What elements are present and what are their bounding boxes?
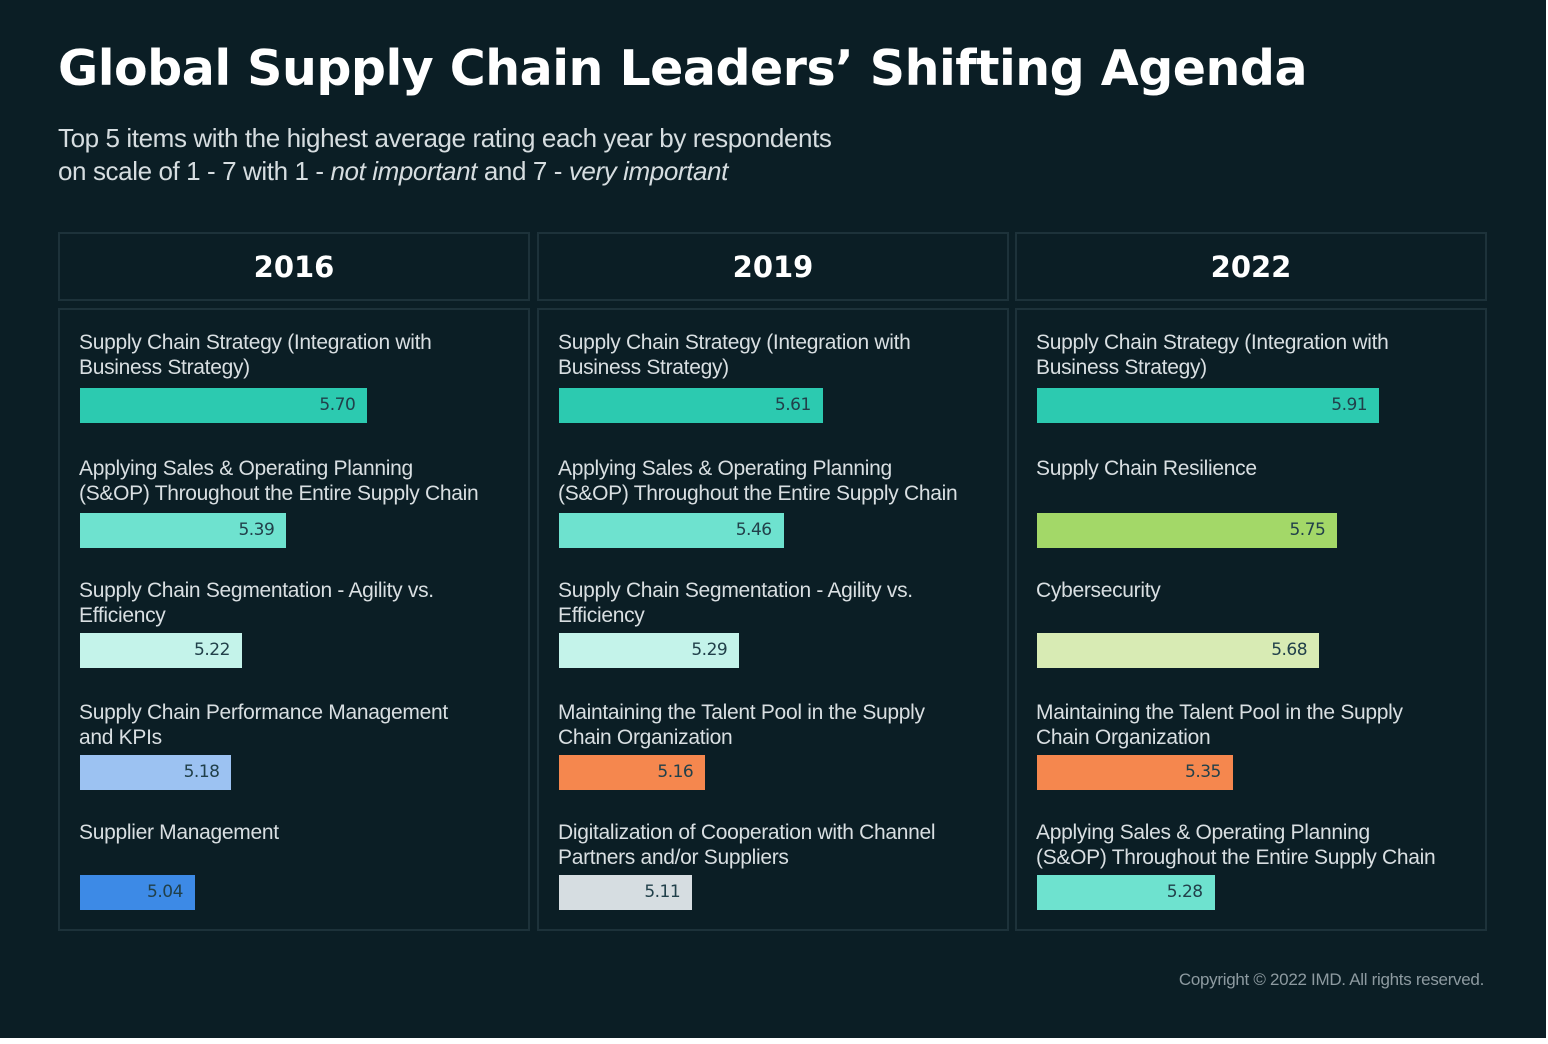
subtitle-line-1: Top 5 items with the highest average rat… — [58, 123, 832, 153]
copyright-notice: Copyright © 2022 IMD. All rights reserve… — [1178, 970, 1484, 989]
bar-value-label: 5.16 — [657, 762, 694, 782]
item-label-line: Supplier Management — [79, 821, 279, 844]
bar-value-label: 5.39 — [238, 520, 275, 540]
subtitle-scale-text: on scale of 1 - 7 with 1 - — [58, 156, 331, 186]
value-bar: 5.04 — [80, 875, 195, 910]
item-label-line: (S&OP) Throughout the Entire Supply Chai… — [558, 482, 958, 505]
item-label-line: Business Strategy) — [1036, 356, 1207, 379]
year-panel-2016: Supply Chain Strategy (Integration with B… — [58, 308, 530, 931]
item-label: Applying Sales & Operating Planning (S&OP… — [1036, 820, 1436, 870]
item-label: Supply Chain Strategy (Integration with B… — [79, 330, 432, 380]
value-bar: 5.91 — [1037, 388, 1380, 423]
item-label-line: Applying Sales & Operating Planning — [558, 457, 892, 480]
item-label-line: Supply Chain Segmentation - Agility vs. — [79, 579, 434, 602]
item-label: Digitalization of Cooperation with Chann… — [558, 820, 936, 870]
bar-value-label: 5.18 — [183, 762, 220, 782]
item-label-line: Applying Sales & Operating Planning — [79, 457, 413, 480]
bar-value-label: 5.22 — [194, 640, 230, 660]
item-label-line: Efficiency — [558, 604, 645, 627]
value-bar: 5.39 — [80, 513, 287, 548]
value-bar: 5.70 — [80, 388, 368, 423]
subtitle-high-label: very important — [568, 156, 729, 186]
item-label: Applying Sales & Operating Planning (S&OP… — [558, 456, 958, 506]
item-label-line: Supply Chain Strategy (Integration with — [1036, 331, 1389, 354]
item-label-line: Supply Chain Resilience — [1036, 457, 1257, 480]
value-bar: 5.29 — [559, 633, 740, 668]
item-label-line: Efficiency — [79, 604, 166, 627]
subtitle-mid-text: and 7 - — [477, 156, 569, 186]
value-bar: 5.16 — [559, 755, 706, 790]
item-label: Maintaining the Talent Pool in the Suppl… — [1036, 700, 1403, 750]
item-label-line: (S&OP) Throughout the Entire Supply Chai… — [1036, 846, 1436, 869]
bar-value-label: 5.46 — [735, 520, 772, 540]
bar-value-label: 5.75 — [1289, 520, 1326, 540]
item-label-line: (S&OP) Throughout the Entire Supply Chai… — [79, 482, 479, 505]
item-label-line: and KPIs — [79, 726, 162, 749]
item-label-line: Business Strategy) — [79, 356, 250, 379]
item-label-line: Chain Organization — [1036, 726, 1211, 749]
year-header-2022: 2022 — [1015, 232, 1487, 301]
item-label: Supply Chain Performance Management and K… — [79, 700, 448, 750]
item-label-line: Applying Sales & Operating Planning — [1036, 821, 1370, 844]
bar-value-label: 5.04 — [147, 882, 183, 902]
item-label-line: Supply Chain Segmentation - Agility vs. — [558, 579, 913, 602]
bar-value-label: 5.28 — [1166, 882, 1203, 902]
item-label-line: Supply Chain Strategy (Integration with — [79, 331, 432, 354]
year-header-2019: 2019 — [537, 232, 1009, 301]
item-label: Supply Chain Strategy (Integration with B… — [558, 330, 911, 380]
subtitle-low-label: not important — [330, 156, 478, 186]
item-label: Supply Chain Segmentation - Agility vs. E… — [79, 578, 434, 628]
year-panel-2022: Supply Chain Strategy (Integration with B… — [1015, 308, 1487, 931]
item-label-line: Digitalization of Cooperation with Chann… — [558, 821, 936, 844]
year-panel-2019: Supply Chain Strategy (Integration with B… — [537, 308, 1009, 931]
bar-value-label: 5.35 — [1185, 762, 1221, 782]
value-bar: 5.18 — [80, 755, 232, 790]
value-bar: 5.61 — [559, 388, 823, 423]
item-label-line: Maintaining the Talent Pool in the Suppl… — [558, 701, 925, 724]
item-label-line: Supply Chain Performance Management — [79, 701, 448, 724]
subtitle-line-2: on scale of 1 - 7 with 1 - not important… — [58, 155, 832, 188]
value-bar: 5.28 — [1037, 875, 1215, 910]
bar-value-label: 5.70 — [319, 395, 356, 415]
item-label: Cybersecurity — [1036, 578, 1161, 603]
bar-value-label: 5.68 — [1271, 640, 1308, 660]
bar-value-label: 5.61 — [774, 395, 811, 415]
item-label: Maintaining the Talent Pool in the Suppl… — [558, 700, 925, 750]
year-header-2016: 2016 — [58, 232, 530, 301]
item-label-line: Supply Chain Strategy (Integration with — [558, 331, 911, 354]
value-bar: 5.11 — [559, 875, 693, 910]
value-bar: 5.35 — [1037, 755, 1233, 790]
item-label: Supplier Management — [79, 820, 279, 845]
item-label-line: Cybersecurity — [1036, 579, 1161, 602]
item-label: Supply Chain Resilience — [1036, 456, 1257, 481]
chart-title: Global Supply Chain Leaders’ Shifting Ag… — [58, 40, 1308, 97]
item-label: Applying Sales & Operating Planning (S&OP… — [79, 456, 479, 506]
bar-value-label: 5.91 — [1331, 395, 1368, 415]
item-label-line: Business Strategy) — [558, 356, 729, 379]
bar-value-label: 5.11 — [644, 882, 681, 902]
value-bar: 5.68 — [1037, 633, 1320, 668]
item-label: Supply Chain Strategy (Integration with B… — [1036, 330, 1389, 380]
value-bar: 5.22 — [80, 633, 242, 668]
chart-subtitle: Top 5 items with the highest average rat… — [58, 122, 832, 188]
bar-value-label: 5.29 — [691, 640, 728, 660]
value-bar: 5.46 — [559, 513, 784, 548]
item-label: Supply Chain Segmentation - Agility vs. E… — [558, 578, 913, 628]
item-label-line: Chain Organization — [558, 726, 733, 749]
value-bar: 5.75 — [1037, 513, 1338, 548]
item-label-line: Maintaining the Talent Pool in the Suppl… — [1036, 701, 1403, 724]
item-label-line: Partners and/or Suppliers — [558, 846, 789, 869]
